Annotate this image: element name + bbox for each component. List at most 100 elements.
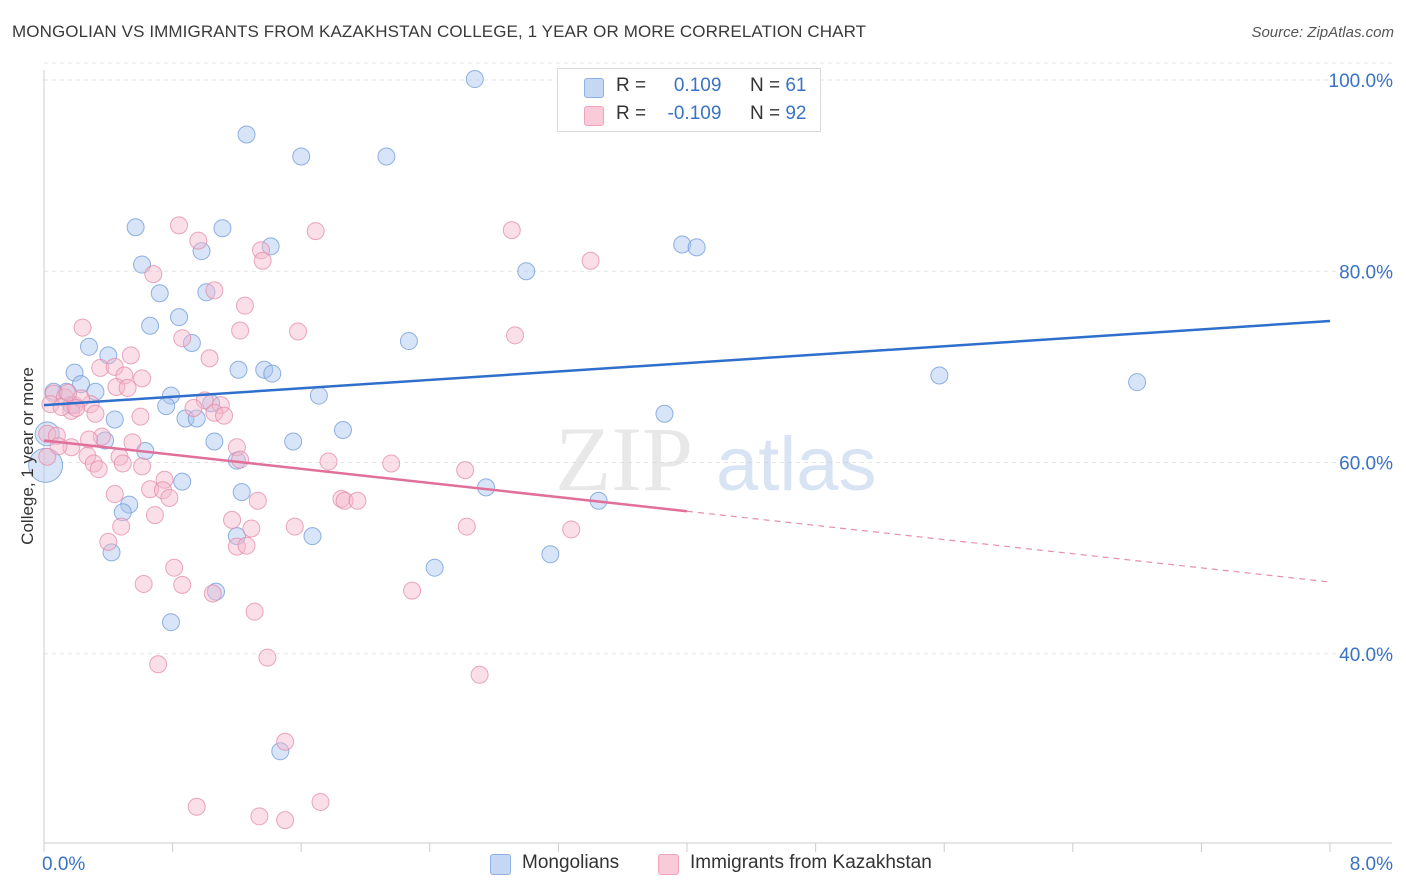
legend-n-value: 61 (785, 75, 807, 96)
data-point (215, 406, 234, 425)
trend-line-mongolians (43, 319, 1331, 407)
data-point (133, 457, 152, 476)
chart-source: Source: ZipAtlas.com (1251, 24, 1394, 41)
legend-swatch-mongolians (584, 78, 604, 98)
legend: R = 0.109 N = 61 R = -0.109 N = 92 (557, 68, 821, 132)
data-point (399, 332, 418, 351)
data-point (126, 218, 145, 237)
y-axis-label: College, 1 year or more (18, 367, 37, 545)
data-point (232, 483, 251, 502)
legend-n-label: N = (749, 103, 781, 124)
data-point (59, 383, 78, 402)
data-point (253, 251, 272, 270)
data-point (333, 420, 352, 439)
legend-n-value: 92 (785, 103, 807, 124)
data-point (213, 219, 232, 238)
data-point (182, 333, 201, 352)
data-point (237, 125, 256, 144)
trend-line-kazakhstan-extension (686, 510, 1331, 583)
data-point (131, 407, 150, 426)
y-tick-label: 40.0% (1339, 645, 1393, 666)
series-kazakhstan-points (38, 216, 600, 830)
y-tick-label: 60.0% (1339, 454, 1393, 475)
data-point (223, 510, 242, 529)
axes (43, 70, 1392, 852)
bottom-legend-swatch-mongolians (490, 854, 511, 875)
data-point (157, 397, 176, 416)
legend-text: R = 0.109 N = 61 (616, 75, 806, 97)
data-point (73, 318, 92, 337)
data-point (541, 545, 560, 564)
data-point (144, 265, 163, 284)
data-point (153, 481, 172, 500)
data-point (311, 792, 330, 811)
data-point (319, 452, 338, 471)
data-point (145, 506, 164, 525)
data-point (237, 536, 256, 555)
x-tick-label: 0.0% (42, 854, 85, 875)
data-point (141, 480, 160, 499)
data-point (165, 558, 184, 577)
y-tick-label: 80.0% (1339, 262, 1393, 283)
data-point (81, 395, 100, 414)
data-point (99, 532, 118, 551)
data-point (207, 582, 226, 601)
data-point (161, 613, 180, 632)
data-point (134, 574, 153, 593)
data-point (248, 491, 267, 510)
data-point (203, 584, 222, 603)
data-point (86, 404, 105, 423)
data-point (930, 366, 949, 385)
data-point (205, 281, 224, 300)
data-point (673, 235, 692, 254)
data-point (78, 446, 97, 465)
data-point (332, 489, 351, 508)
data-point (465, 70, 484, 89)
data-point (173, 575, 192, 594)
data-point (112, 517, 131, 536)
data-point (231, 321, 250, 340)
data-point (258, 648, 277, 667)
data-point (84, 454, 103, 473)
data-point (189, 231, 208, 250)
data-point (118, 378, 137, 397)
data-point (456, 461, 475, 480)
legend-r-value: -0.109 (667, 103, 722, 124)
data-point (184, 398, 203, 417)
data-point (38, 447, 57, 466)
legend-text: R = -0.109 N = 92 (616, 103, 806, 125)
legend-r-value: 0.109 (673, 75, 722, 96)
chart-title: MONGOLIAN VS IMMIGRANTS FROM KAZAKHSTAN … (12, 22, 867, 41)
data-point (505, 326, 524, 345)
data-point (271, 742, 290, 761)
data-point (245, 602, 264, 621)
data-point (263, 364, 282, 383)
data-point (71, 375, 90, 394)
watermark-zip: ZIP (555, 408, 693, 510)
data-point (121, 346, 140, 365)
watermark-atlas: atlas (716, 422, 877, 507)
data-point (133, 369, 152, 388)
data-point (285, 517, 304, 536)
legend-r-label: R = (616, 103, 647, 124)
data-point (170, 216, 189, 235)
data-point (187, 409, 206, 428)
data-point (229, 360, 248, 379)
data-point (102, 543, 121, 562)
data-point (227, 537, 246, 556)
data-point (309, 386, 328, 405)
data-point (242, 519, 261, 538)
trend-lines (43, 319, 1331, 583)
data-point (377, 147, 396, 166)
data-point (105, 485, 124, 504)
data-point (170, 308, 189, 327)
data-point (173, 472, 192, 491)
data-point (89, 460, 108, 479)
data-point (382, 454, 401, 473)
data-point (261, 237, 280, 256)
data-point (205, 432, 224, 451)
legend-r-label: R = (616, 75, 647, 96)
data-point (113, 454, 132, 473)
data-point (113, 503, 132, 522)
trend-line-kazakhstan (43, 439, 688, 513)
